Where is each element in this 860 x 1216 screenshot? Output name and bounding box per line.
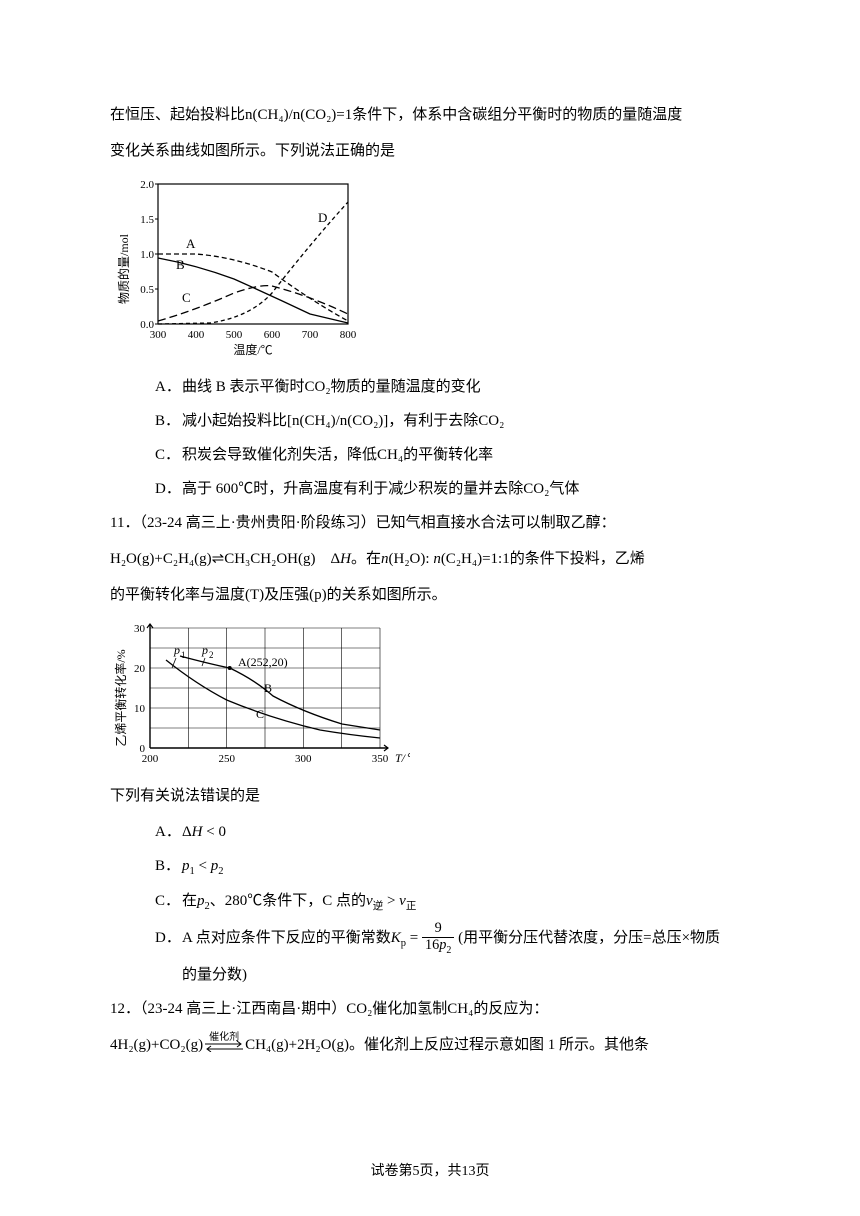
q11c-sub1: 逆 — [373, 901, 384, 912]
q12-arrow-top: 催化剂 — [203, 1028, 245, 1048]
q11c-c: 、280℃条件下，C 点的 — [210, 893, 366, 909]
svg-text:C: C — [182, 290, 191, 305]
svg-text:300: 300 — [295, 753, 312, 765]
q11c-sub2: 正 — [406, 901, 417, 912]
q10-b-text-b: ，有利于去除CO₂ — [388, 413, 504, 429]
svg-text:乙烯平衡转化率/%: 乙烯平衡转化率/% — [113, 649, 128, 746]
q10-b-ratio: [n(CH₄)/n(CO₂)] — [287, 413, 388, 429]
svg-text:30: 30 — [134, 623, 146, 635]
svg-text:10: 10 — [134, 703, 146, 715]
svg-text:1: 1 — [181, 650, 186, 660]
opt-label-b2: B． — [155, 851, 182, 881]
svg-text:D: D — [318, 210, 327, 225]
q11-eq-b: 。在 — [351, 551, 381, 567]
svg-text:1.0: 1.0 — [140, 249, 154, 261]
svg-text:B: B — [264, 681, 272, 695]
page-footer: 试卷第5页，共13页 — [0, 1158, 860, 1186]
q11d-frac: 916p2 — [422, 921, 454, 956]
q11-ratio: n — [381, 551, 389, 567]
q12-eq-b: CH₄(g)+2H₂O(g) — [245, 1037, 349, 1053]
chart2-svg: 200 250 300 350 0 10 20 30 T/℃ 乙烯平衡转化率/%… — [110, 618, 410, 773]
q11-eq-c: 的条件下投料，乙烯 — [510, 551, 645, 567]
q11d-kp: K — [391, 930, 401, 946]
opt-label-c: C． — [155, 440, 182, 470]
svg-text:A(252,20): A(252,20) — [238, 655, 288, 669]
opt-label-a2: A． — [155, 817, 182, 847]
q11c-p2: p — [197, 893, 205, 909]
q11-equation-line: H₂O(g)+C₂H₄(g)⇌CH₃CH₂OH(g) ΔH。在n(H₂O): n… — [110, 544, 750, 574]
q11d-a: A 点对应条件下反应的平衡常数 — [182, 930, 391, 946]
svg-text:400: 400 — [188, 329, 205, 341]
q11-option-d-cont: 的量分数) — [110, 960, 750, 990]
q10-d-text: 高于 600℃时，升高温度有利于减少积炭的量并去除CO₂气体 — [182, 481, 579, 497]
intro-line2: 变化关系曲线如图所示。下列说法正确的是 — [110, 136, 750, 166]
q10-option-b: B．减小起始投料比[n(CH₄)/n(CO₂)]，有利于去除CO₂ — [110, 406, 750, 436]
svg-text:A: A — [186, 236, 196, 251]
opt-label-c2: C． — [155, 886, 182, 916]
svg-text:2.0: 2.0 — [140, 179, 154, 191]
chart-2: 200 250 300 350 0 10 20 30 T/℃ 乙烯平衡转化率/%… — [110, 618, 750, 773]
opt-label-a: A． — [155, 372, 182, 402]
svg-text:500: 500 — [226, 329, 243, 341]
svg-text:250: 250 — [218, 753, 235, 765]
svg-text:20: 20 — [134, 663, 146, 675]
q11-after-chart: 下列有关说法错误的是 — [110, 781, 750, 811]
q11c-v1: v — [366, 893, 373, 909]
q11c-v2: v — [399, 893, 406, 909]
svg-text:0.5: 0.5 — [140, 284, 154, 296]
svg-text:800: 800 — [340, 329, 357, 341]
svg-text:p: p — [201, 643, 208, 657]
q11c-e: > — [383, 893, 399, 909]
q11a-H: H — [192, 824, 203, 840]
opt-label-d2: D． — [155, 923, 182, 953]
q11d-b: (用平衡分压代替浓度，分压=总压×物质 — [454, 930, 720, 946]
chart1-svg: 0.0 0.5 1.0 1.5 2.0 300 400 500 600 700 … — [110, 174, 365, 364]
svg-text:B: B — [176, 257, 185, 272]
svg-text:600: 600 — [264, 329, 281, 341]
svg-text:p: p — [173, 643, 180, 657]
intro-text-1b: 条件下，体系中含碳组分平衡时的物质的量随温度 — [352, 107, 682, 123]
q11-eq-a: H₂O(g)+C₂H₄(g)⇌CH₃CH₂OH(g) Δ — [110, 551, 340, 567]
q11-option-a: A．ΔH < 0 — [110, 817, 750, 847]
q11-option-c: C．在p2、280℃条件下，C 点的v逆 > v正 — [110, 886, 750, 917]
q11-line3: 的平衡转化率与温度(T)及压强(p)的关系如图所示。 — [110, 580, 750, 610]
q10-option-d: D．高于 600℃时，升高温度有利于减少积炭的量并去除CO₂气体 — [110, 474, 750, 504]
svg-text:1.5: 1.5 — [140, 214, 154, 226]
svg-text:C: C — [256, 707, 264, 721]
svg-text:温度/℃: 温度/℃ — [233, 342, 272, 357]
q11-option-b: B．p1 < p2 — [110, 851, 750, 882]
intro-text-1a: 在恒压、起始投料比 — [110, 107, 245, 123]
opt-label-d: D． — [155, 474, 182, 504]
q10-b-text-a: 减小起始投料比 — [182, 413, 287, 429]
q10-option-a: A．曲线 B 表示平衡时CO₂物质的量随温度的变化 — [110, 372, 750, 402]
svg-text:700: 700 — [302, 329, 319, 341]
q11c-a: 在 — [182, 893, 197, 909]
svg-text:300: 300 — [150, 329, 167, 341]
q12-equation-line: 4H₂(g)+CO₂(g)催化剂CH₄(g)+2H₂O(g)。催化剂上反应过程示… — [110, 1030, 750, 1060]
q11d-eq: = — [406, 930, 422, 946]
svg-text:T/℃: T/℃ — [395, 751, 410, 765]
q11d-num: 9 — [422, 921, 454, 938]
svg-text:350: 350 — [372, 753, 389, 765]
q11-option-d: D．A 点对应条件下反应的平衡常数Kp = 916p2 (用平衡分压代替浓度，分… — [110, 921, 750, 956]
q12-header: 12．（23-24 高三上·江西南昌·期中）CO₂催化加氢制CH₄的反应为： — [110, 994, 750, 1024]
q11d-den: 16p2 — [422, 938, 454, 957]
q11b-p1: p — [182, 858, 190, 874]
q10-c-text: 积炭会导致催化剂失活，降低CH₄的平衡转化率 — [182, 447, 493, 463]
q10-option-c: C．积炭会导致催化剂失活，降低CH₄的平衡转化率 — [110, 440, 750, 470]
svg-text:物质的量/mol: 物质的量/mol — [116, 233, 131, 304]
q12-eq-a: 4H₂(g)+CO₂(g) — [110, 1037, 203, 1053]
q11-header: 11．（23-24 高三上·贵州贵阳·阶段练习）已知气相直接水合法可以制取乙醇： — [110, 508, 750, 538]
opt-label-b: B． — [155, 406, 182, 436]
chart-1: 0.0 0.5 1.0 1.5 2.0 300 400 500 600 700 … — [110, 174, 750, 364]
svg-text:2: 2 — [209, 650, 214, 660]
q11-eq-H: H — [340, 551, 351, 567]
q12-tail: 。催化剂上反应过程示意如图 1 所示。其他条 — [349, 1037, 649, 1053]
q10-a-text: 曲线 B 表示平衡时CO₂物质的量随温度的变化 — [182, 379, 481, 395]
intro-ratio: n(CH₄)/n(CO₂)=1 — [245, 107, 352, 123]
intro-line1: 在恒压、起始投料比n(CH₄)/n(CO₂)=1条件下，体系中含碳组分平衡时的物… — [110, 100, 750, 130]
q12-arrow: 催化剂 — [203, 1040, 245, 1052]
svg-text:0: 0 — [140, 743, 146, 755]
q11-n2: n — [433, 551, 441, 567]
